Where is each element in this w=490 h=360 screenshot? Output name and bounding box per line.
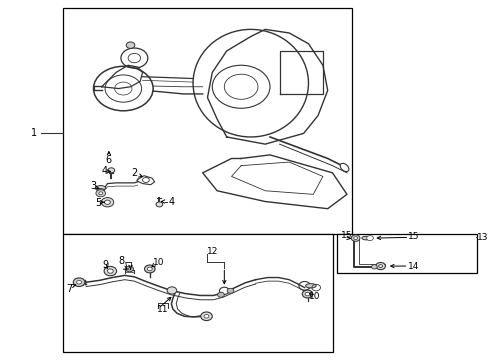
Text: 14: 14 [408,262,419,271]
Circle shape [354,237,358,239]
Circle shape [96,190,105,197]
Text: 15: 15 [341,231,352,240]
Text: 4: 4 [169,197,174,207]
Bar [337,234,477,273]
Circle shape [104,200,110,204]
Ellipse shape [340,163,349,172]
Circle shape [99,192,102,195]
Circle shape [147,267,152,271]
Circle shape [367,235,373,240]
Circle shape [379,265,383,267]
Circle shape [204,315,209,318]
Circle shape [126,42,135,48]
Circle shape [145,265,155,273]
Circle shape [126,266,133,272]
Ellipse shape [306,284,316,288]
Text: 10: 10 [309,292,320,301]
Ellipse shape [97,189,104,192]
Text: 1: 1 [31,129,37,138]
Text: 9: 9 [102,260,109,270]
Text: 12: 12 [207,247,218,256]
Text: 4: 4 [101,166,108,176]
Circle shape [156,202,163,207]
Text: 11: 11 [157,305,169,314]
Ellipse shape [96,185,105,190]
Circle shape [351,235,360,241]
Circle shape [227,288,234,293]
Text: 2: 2 [131,168,138,178]
Text: 10: 10 [153,258,164,267]
Text: 5: 5 [96,198,102,208]
Text: 8: 8 [119,256,125,266]
Circle shape [376,262,386,270]
Circle shape [371,265,377,269]
Circle shape [74,278,85,287]
Text: 13: 13 [477,233,489,242]
Circle shape [107,269,113,273]
Circle shape [104,266,117,276]
Bar [63,8,352,234]
Circle shape [128,268,131,270]
Ellipse shape [362,236,370,240]
Circle shape [101,198,114,207]
Bar [63,234,333,352]
Text: 7: 7 [66,284,72,294]
Circle shape [218,292,224,297]
Circle shape [305,292,310,296]
Text: 6: 6 [106,155,112,165]
Circle shape [76,280,81,284]
Circle shape [108,168,115,173]
Circle shape [302,290,313,298]
Text: 15: 15 [408,232,419,241]
Text: 3: 3 [90,181,96,192]
Circle shape [220,287,229,294]
Circle shape [201,312,212,320]
Circle shape [167,287,177,294]
